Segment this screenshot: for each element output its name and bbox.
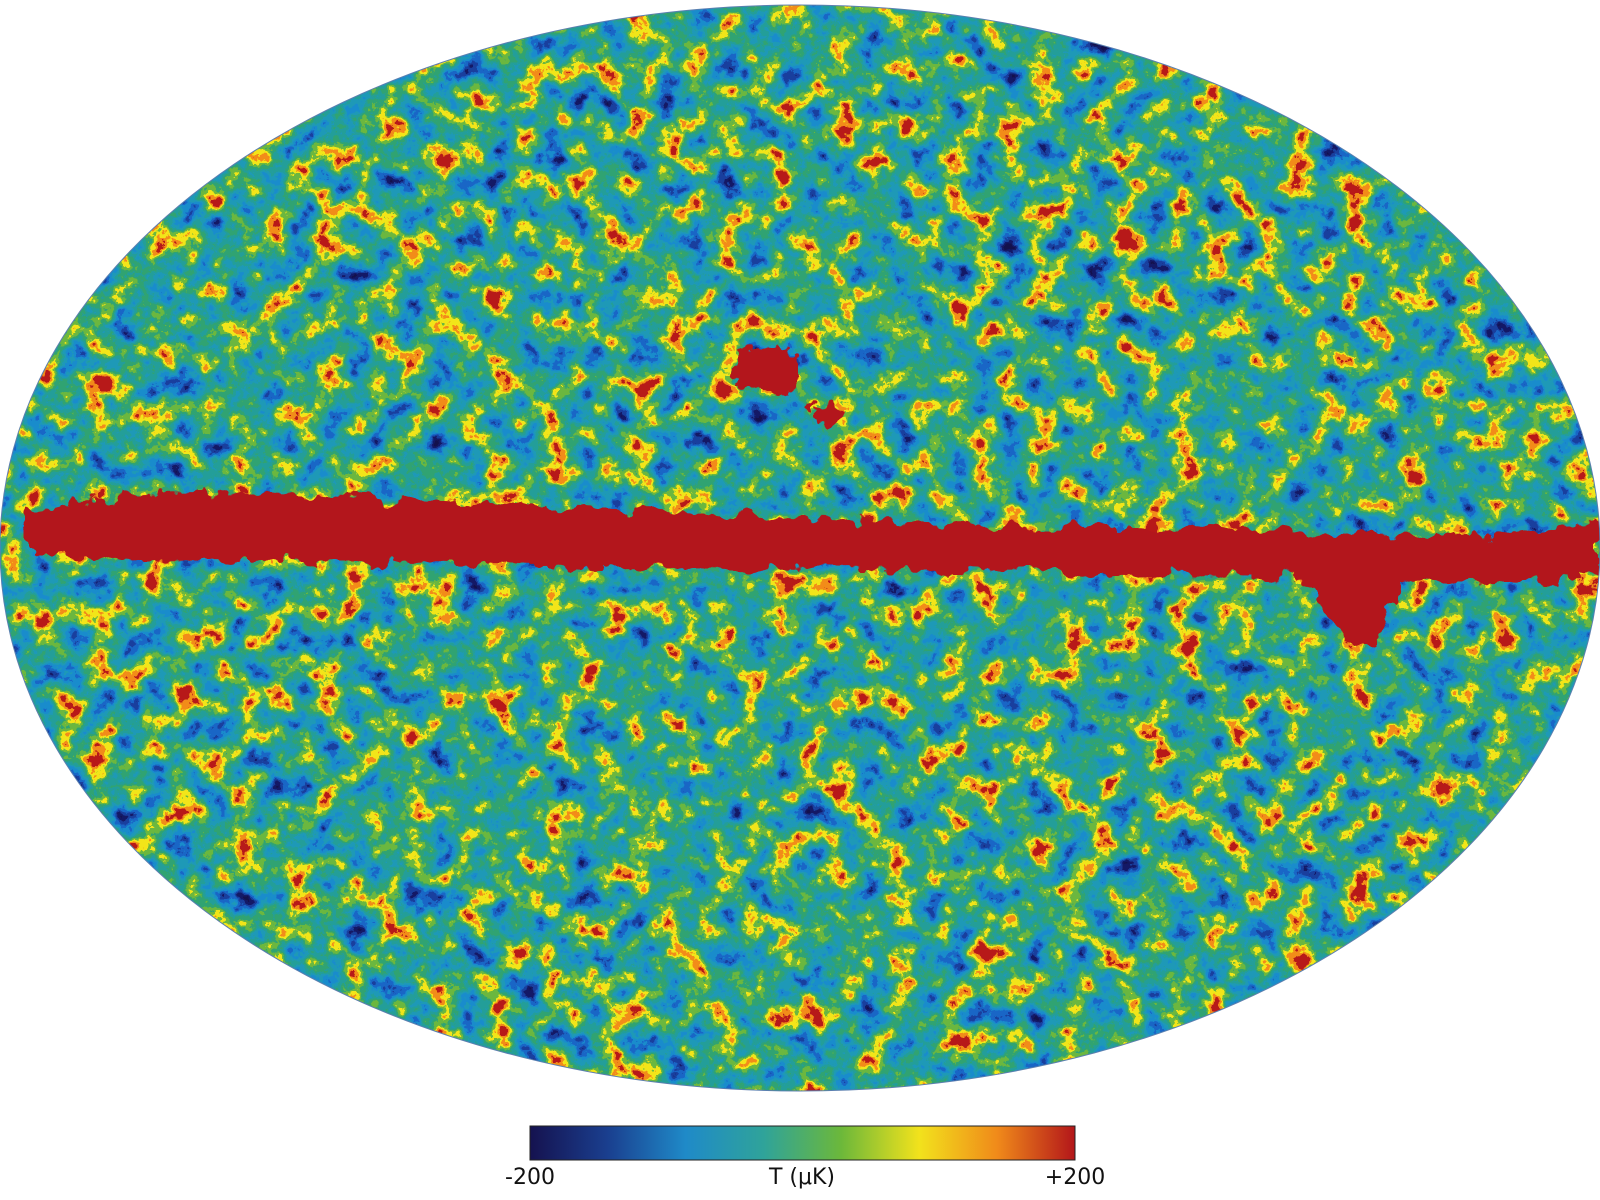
colorbar-gradient [529, 1125, 1076, 1161]
map-outline [0, 4, 1600, 1092]
colorbar-tick-label: +200 [1045, 1165, 1105, 1190]
colorbar: T (μK) -200 +200 [505, 1125, 1105, 1190]
galactic-plane [30, 344, 1600, 650]
colorbar-tick-label: -200 [505, 1165, 555, 1190]
sky-map [0, 5, 1600, 1091]
colorbar-label: T (μK) [768, 1165, 835, 1190]
